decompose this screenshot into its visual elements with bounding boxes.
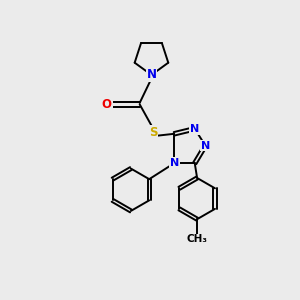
Text: N: N — [201, 141, 210, 151]
Text: N: N — [146, 68, 157, 81]
Text: S: S — [149, 126, 157, 139]
Text: O: O — [102, 98, 112, 111]
Text: CH₃: CH₃ — [187, 234, 208, 244]
Text: N: N — [169, 158, 179, 168]
Text: N: N — [190, 124, 200, 134]
